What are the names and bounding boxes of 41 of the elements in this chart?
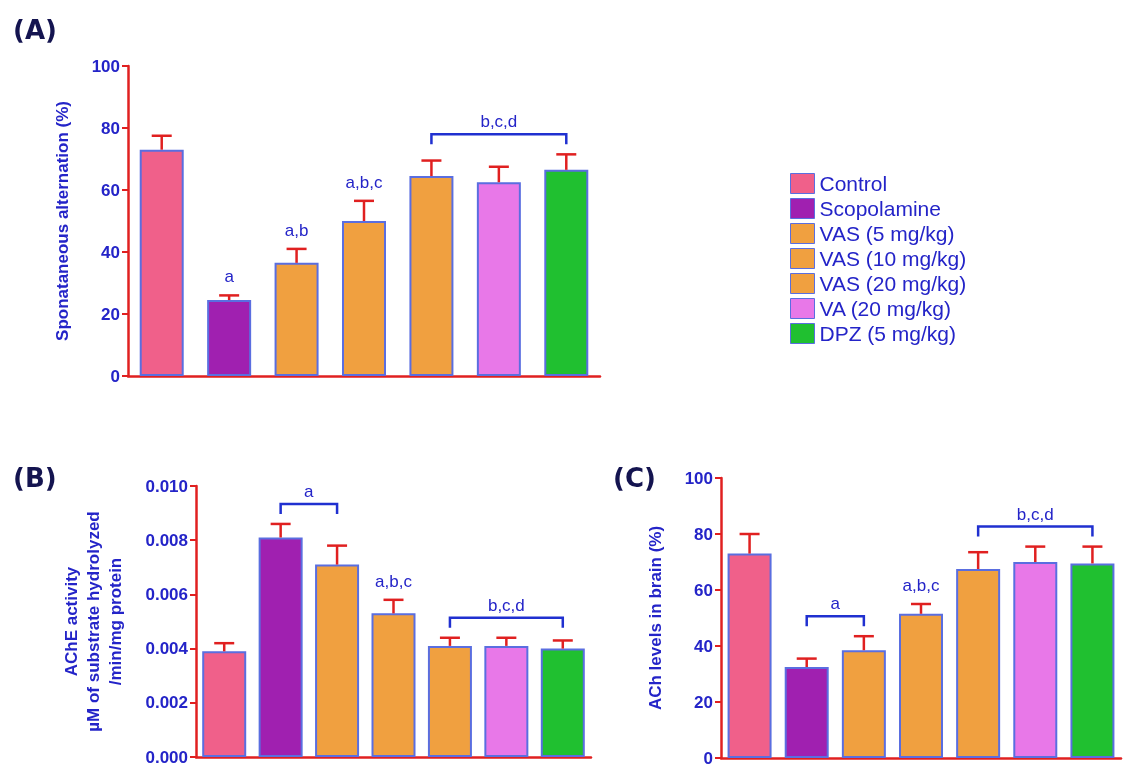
y-tick-label: 0.006 xyxy=(145,584,188,604)
annotation: a,b,c xyxy=(345,172,383,192)
y-tick-label: 100 xyxy=(91,56,120,76)
legend-label: VAS (5 mg/kg) xyxy=(819,222,955,245)
y-axis-title: AChE activity µM of substrate hydrolyzed /min/mg protein xyxy=(61,511,125,732)
y-tick-label: 0.010 xyxy=(145,476,188,496)
y-tick-label: 80 xyxy=(694,524,713,544)
annotation: b,c,d xyxy=(487,595,525,615)
y-tick-label: 0.004 xyxy=(145,639,189,659)
legend-label: DPZ (5 mg/kg) xyxy=(819,322,957,345)
chart-title: (C) xyxy=(613,463,656,493)
legend-label: Control xyxy=(819,172,888,195)
legend-label: VAS (10 mg/kg) xyxy=(819,247,967,270)
y-tick-label: 80 xyxy=(101,118,120,138)
chart-title: (A) xyxy=(13,15,57,45)
y-tick-label: 40 xyxy=(694,636,713,656)
legend-label: VA (20 mg/kg) xyxy=(819,297,951,320)
annotation: a xyxy=(224,267,235,287)
y-tick-label: 60 xyxy=(101,180,120,200)
annotation: a,b xyxy=(284,220,309,240)
y-tick-label: 0.008 xyxy=(145,530,188,550)
y-tick-label: 0 xyxy=(703,748,713,768)
legend-label: VAS (20 mg/kg) xyxy=(819,272,967,295)
y-tick-label: 60 xyxy=(694,580,713,600)
annotation: a xyxy=(304,481,315,501)
y-tick-label: 0.000 xyxy=(145,747,188,767)
y-tick-label: 100 xyxy=(684,468,713,488)
annotation: b,c,d xyxy=(1016,504,1054,524)
y-tick-label: 40 xyxy=(101,242,120,262)
y-tick-label: 0 xyxy=(110,366,120,386)
annotation: b,c,d xyxy=(480,112,518,132)
annotation: a,b,c xyxy=(375,571,413,591)
legend-label: Scopolamine xyxy=(819,197,941,220)
y-tick-label: 0.002 xyxy=(145,693,188,713)
y-axis-title: ACh levels in brain (%) xyxy=(645,525,665,711)
y-tick-label: 20 xyxy=(101,304,120,324)
y-tick-label: 20 xyxy=(694,692,713,712)
annotation: a,b,c xyxy=(902,576,940,595)
chart-title: (B) xyxy=(13,463,57,493)
y-axis-title: Sponataneous alternation (%) xyxy=(52,101,72,341)
annotation: a xyxy=(830,594,841,614)
